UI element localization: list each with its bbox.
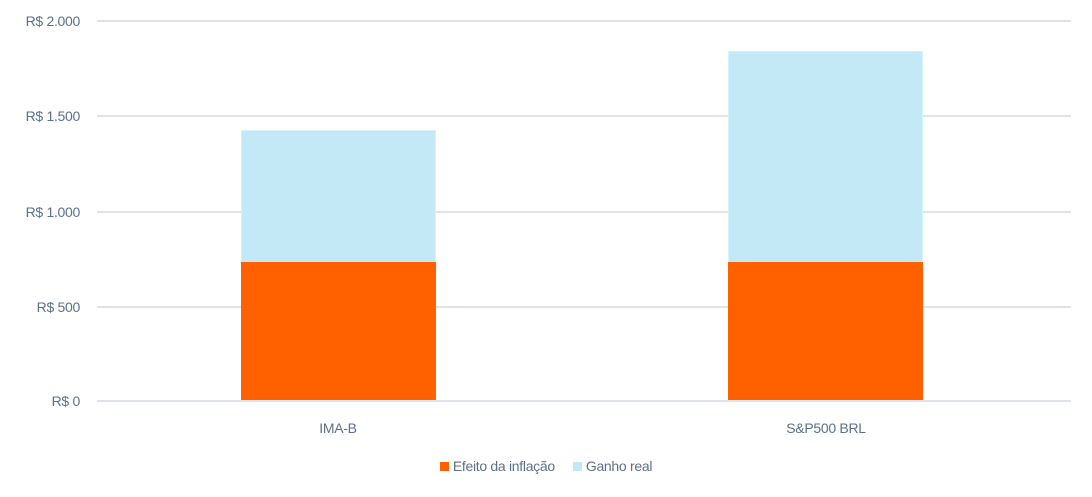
- segment-ganho-real[interactable]: [728, 51, 923, 263]
- bar-sp500-brl[interactable]: [728, 51, 923, 401]
- legend-swatch-orange-icon: [439, 461, 449, 471]
- x-label-ima-b: IMA-B: [319, 420, 357, 436]
- segment-efeito-inflacao[interactable]: [241, 262, 436, 401]
- legend: Efeito da inflação Ganho real: [0, 458, 1092, 474]
- bar-ima-b[interactable]: [241, 130, 436, 401]
- gridline-1500: [97, 115, 1071, 117]
- gridline-2000: [97, 20, 1071, 22]
- x-label-sp500-brl: S&P500 BRL: [786, 420, 866, 436]
- y-tick-2000: R$ 2.000: [25, 13, 81, 29]
- x-axis-baseline: [97, 400, 1071, 402]
- legend-item-ganho-real[interactable]: Ganho real: [572, 458, 653, 474]
- gridline-500: [97, 306, 1071, 308]
- legend-label: Ganho real: [585, 458, 653, 474]
- legend-item-inflacao[interactable]: Efeito da inflação: [439, 458, 555, 474]
- segment-ganho-real[interactable]: [241, 130, 436, 263]
- gridline-1000: [97, 211, 1071, 213]
- y-tick-1500: R$ 1.500: [25, 108, 81, 124]
- legend-swatch-lightblue-icon: [572, 461, 582, 471]
- y-tick-0: R$ 0: [51, 393, 81, 409]
- y-tick-1000: R$ 1.000: [25, 204, 81, 220]
- y-tick-500: R$ 500: [36, 299, 81, 315]
- segment-efeito-inflacao[interactable]: [728, 262, 923, 401]
- legend-label: Efeito da inflação: [452, 458, 555, 474]
